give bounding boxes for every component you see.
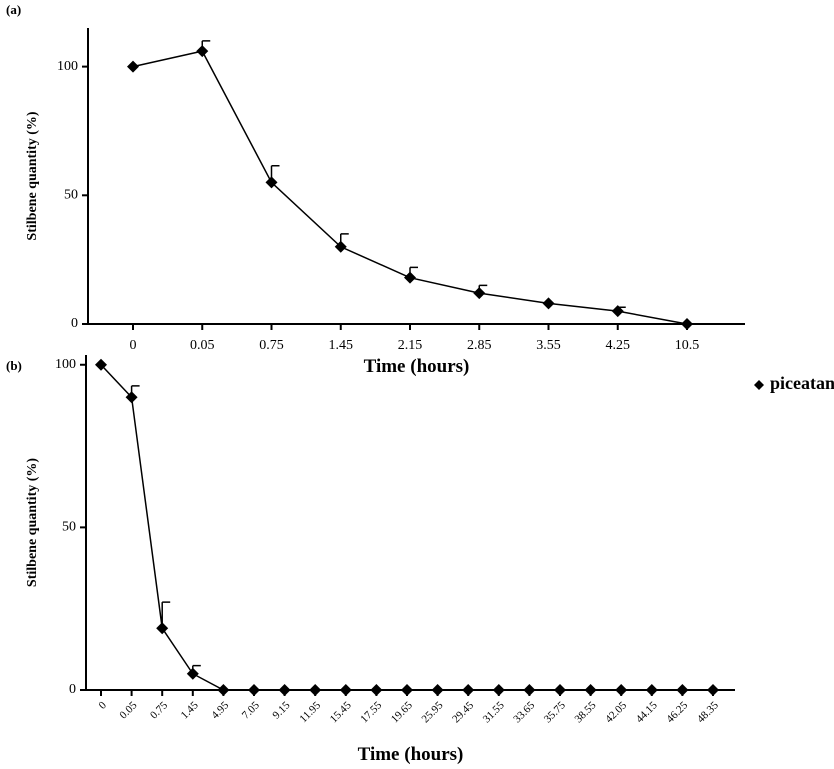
panel-label: (a)	[6, 2, 21, 17]
x-tick-label: 4.95	[209, 699, 231, 721]
x-tick-label: 17.55	[358, 699, 384, 725]
x-tick-label: 31.55	[481, 699, 507, 725]
x-tick-label: 1.45	[329, 338, 354, 353]
data-point	[554, 684, 566, 696]
x-tick-label: 0	[130, 338, 137, 353]
data-point	[473, 287, 486, 300]
x-tick-label: 46.25	[664, 699, 690, 725]
y-tick-label: 100	[57, 59, 78, 74]
data-point	[127, 60, 139, 73]
data-point	[492, 684, 505, 696]
data-point	[676, 684, 689, 696]
x-tick-label: 29.45	[450, 699, 476, 725]
data-point	[309, 684, 322, 696]
y-tick-label: 0	[69, 682, 76, 697]
data-point	[125, 391, 138, 404]
data-line	[100, 364, 713, 691]
data-point	[217, 684, 230, 696]
x-tick-label: 7.05	[240, 699, 262, 721]
x-tick-label: 33.65	[511, 699, 537, 725]
x-tick-label: 4.25	[606, 338, 631, 353]
data-point	[265, 176, 278, 189]
data-point	[401, 684, 413, 696]
data-point	[95, 358, 107, 371]
data-point	[542, 297, 555, 310]
data-point	[584, 684, 597, 696]
data-point	[462, 684, 475, 696]
panel-label: (b)	[6, 358, 22, 373]
x-tick-label: 10.5	[675, 338, 700, 353]
data-point	[707, 684, 719, 696]
data-point	[404, 271, 416, 284]
x-tick-label: 44.15	[634, 699, 660, 725]
x-tick-label: 25.95	[420, 699, 446, 725]
y-tick-label: 50	[62, 520, 76, 535]
data-point	[681, 318, 693, 330]
data-point	[611, 305, 624, 318]
x-tick-label: 0.75	[148, 699, 170, 721]
x-tick-label: 15.45	[328, 699, 354, 725]
data-point	[339, 684, 352, 696]
x-tick-label: 11.95	[297, 699, 323, 725]
x-tick-label: 2.85	[467, 338, 492, 353]
data-point	[615, 684, 628, 696]
data-point	[523, 684, 536, 696]
y-axis-label: Stilbene quantity (%)	[25, 458, 40, 587]
y-tick-label: 100	[55, 357, 76, 372]
x-tick-label: 48.35	[695, 699, 721, 725]
data-point	[248, 684, 260, 696]
x-tick-label: 0	[97, 699, 110, 712]
x-tick-label: 9.15	[270, 699, 292, 721]
x-tick-label: 0.05	[117, 699, 139, 721]
data-point	[370, 684, 383, 696]
x-tick-label: 2.15	[398, 338, 423, 353]
x-tick-label: 38.55	[573, 699, 599, 725]
x-tick-label: 3.55	[536, 338, 561, 353]
x-tick-label: 1.45	[179, 699, 201, 721]
x-tick-label: 42.05	[603, 699, 629, 725]
x-tick-label: 35.75	[542, 699, 568, 725]
x-axis-label: Time (hours)	[364, 356, 470, 377]
data-point	[186, 667, 199, 680]
x-tick-label: 19.65	[389, 699, 415, 725]
data-point	[156, 622, 169, 635]
legend-marker	[754, 380, 764, 390]
y-tick-label: 0	[71, 316, 78, 331]
x-axis-label: Time (hours)	[358, 744, 464, 765]
data-point	[278, 684, 291, 696]
data-point	[645, 684, 658, 696]
y-axis-label: Stilbene quantity (%)	[25, 111, 40, 240]
data-point	[196, 45, 209, 58]
data-point	[431, 684, 444, 696]
data-point	[334, 240, 347, 253]
y-tick-label: 50	[64, 188, 78, 203]
legend-label: piceatannol	[770, 373, 834, 393]
x-tick-label: 0.75	[259, 338, 284, 353]
x-tick-label: 0.05	[190, 338, 215, 353]
